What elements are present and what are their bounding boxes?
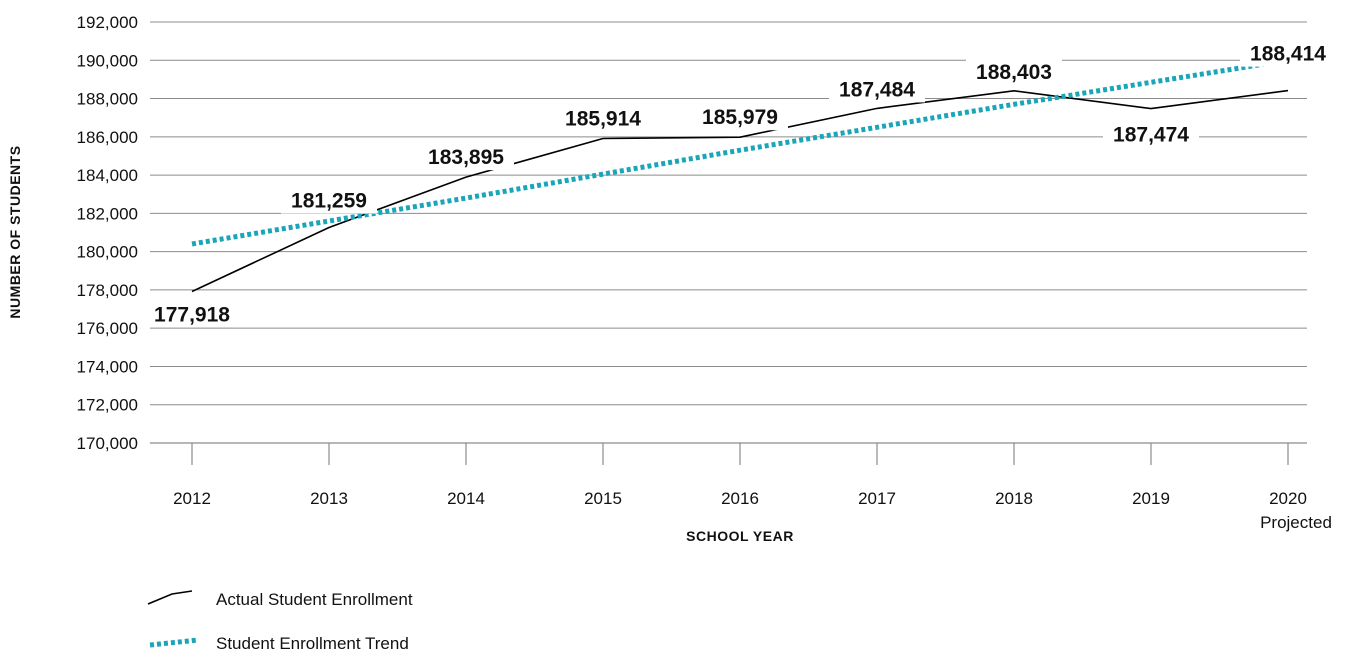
y-tick-label: 170,000 bbox=[77, 434, 138, 453]
data-label: 188,414 bbox=[1250, 43, 1326, 66]
y-tick-label: 186,000 bbox=[77, 128, 138, 147]
y-tick-label: 176,000 bbox=[77, 319, 138, 338]
x-tick-label: 2020 bbox=[1269, 489, 1307, 508]
x-axis-title: SCHOOL YEAR bbox=[686, 528, 794, 544]
y-tick-label: 188,000 bbox=[77, 90, 138, 109]
data-label: 188,403 bbox=[976, 61, 1052, 84]
x-tick-label: 2018 bbox=[995, 489, 1033, 508]
data-label-bg bbox=[281, 187, 377, 214]
data-label-bg bbox=[144, 301, 240, 328]
legend-label-actual: Actual Student Enrollment bbox=[216, 590, 413, 609]
data-label: 183,895 bbox=[428, 146, 504, 169]
series-line-trend bbox=[191, 57, 1289, 247]
data-labels: 177,918 181,259 183,895 185,914 185,979 187,4… bbox=[144, 40, 1336, 328]
legend-item-trend: Student Enrollment Trend bbox=[149, 634, 409, 653]
data-label-group: 177,918 bbox=[144, 301, 240, 328]
data-label-group: 187,474 bbox=[1103, 121, 1199, 148]
x-axis-tick-labels: 2012 2013 2014 2015 2016 2017 2018 2019 2020 Proj… bbox=[173, 443, 1332, 532]
legend-item-actual: Actual Student Enrollment bbox=[147, 590, 413, 609]
data-label-group: 181,259 bbox=[281, 187, 377, 214]
y-axis-title: NUMBER OF STUDENTS bbox=[7, 145, 23, 318]
data-label-group: 188,414 bbox=[1240, 40, 1336, 67]
data-label-bg bbox=[692, 104, 788, 131]
y-tick-label: 178,000 bbox=[77, 281, 138, 300]
x-tick-label: 2019 bbox=[1132, 489, 1170, 508]
data-label-bg bbox=[966, 58, 1062, 85]
x-tick-label: 2013 bbox=[310, 489, 348, 508]
series-lines bbox=[191, 57, 1289, 293]
data-label-bg bbox=[829, 76, 925, 103]
data-label: 185,979 bbox=[702, 106, 778, 129]
x-tick-label: 2012 bbox=[173, 489, 211, 508]
x-tick-label: 2016 bbox=[721, 489, 759, 508]
data-label-group: 185,979 bbox=[692, 104, 788, 131]
legend-label-trend: Student Enrollment Trend bbox=[216, 634, 409, 653]
data-label-group: 187,484 bbox=[829, 76, 925, 103]
data-label-group: 188,403 bbox=[966, 58, 1062, 85]
x-tick-label: 2015 bbox=[584, 489, 622, 508]
x-tick-label: 2017 bbox=[858, 489, 896, 508]
legend: Actual Student Enrollment Student Enroll… bbox=[147, 590, 413, 653]
data-label-bg bbox=[555, 105, 651, 132]
y-tick-label: 182,000 bbox=[77, 204, 138, 223]
data-label-bg bbox=[1103, 121, 1199, 148]
data-label-bg bbox=[418, 144, 514, 171]
legend-swatch-trend bbox=[149, 637, 199, 648]
data-label: 187,474 bbox=[1113, 124, 1189, 147]
y-tick-label: 190,000 bbox=[77, 51, 138, 70]
y-tick-label: 192,000 bbox=[77, 13, 138, 32]
data-label: 185,914 bbox=[565, 107, 641, 130]
y-tick-label: 184,000 bbox=[77, 166, 138, 185]
x-tick-label: 2014 bbox=[447, 489, 485, 508]
data-label-bg bbox=[1240, 40, 1336, 67]
y-tick-label: 172,000 bbox=[77, 396, 138, 415]
data-label: 187,484 bbox=[839, 78, 915, 101]
legend-swatch-actual bbox=[147, 590, 193, 605]
data-label-group: 185,914 bbox=[555, 105, 651, 132]
y-tick-label: 180,000 bbox=[77, 243, 138, 262]
data-label: 177,918 bbox=[154, 303, 230, 326]
x-tick-sublabel: Projected bbox=[1260, 513, 1332, 532]
data-label: 181,259 bbox=[291, 190, 367, 213]
y-tick-label: 174,000 bbox=[77, 357, 138, 376]
y-axis-tick-labels: 170,000 172,000 174,000 176,000 178,000 180,0… bbox=[77, 13, 138, 453]
data-label-group: 183,895 bbox=[418, 144, 514, 171]
